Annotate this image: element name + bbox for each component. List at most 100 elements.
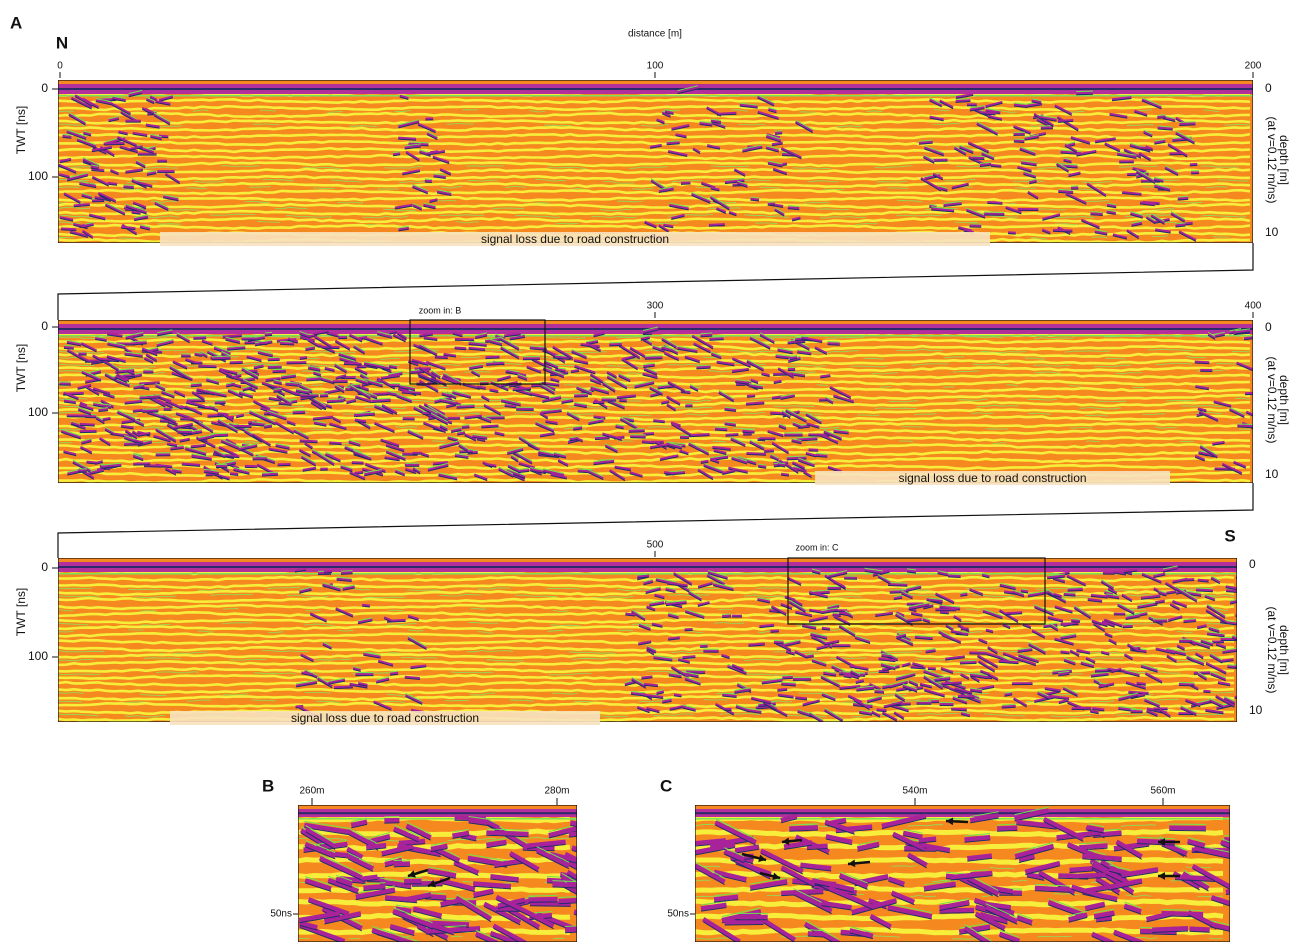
diffraction: [1090, 213, 1102, 214]
depth-tick: 10: [1265, 225, 1279, 239]
diffraction: [327, 400, 344, 401]
diffraction: [393, 153, 400, 154]
distance-tick: 200: [1245, 61, 1262, 72]
twt-tick: 100: [28, 649, 48, 663]
diffraction: [682, 656, 695, 657]
diffraction: [64, 347, 74, 348]
diffraction: [1014, 139, 1024, 140]
diffraction: [473, 884, 511, 887]
diffraction: [956, 100, 971, 101]
diffraction: [637, 576, 649, 577]
diffraction: [273, 372, 286, 373]
south-label: S: [1224, 526, 1235, 545]
signal-loss-label: signal loss due to road construction: [481, 232, 669, 246]
axis-title: distance [m]: [628, 29, 682, 40]
diffraction: [425, 181, 432, 182]
signal-loss-label: signal loss due to road construction: [291, 711, 479, 725]
diffraction: [570, 865, 615, 880]
diffraction: [198, 366, 216, 367]
diffraction: [931, 209, 943, 210]
diffraction: [486, 833, 528, 834]
diffraction: [570, 859, 615, 874]
diffraction: [1090, 212, 1102, 213]
diffraction: [960, 660, 977, 661]
diffraction: [714, 897, 738, 900]
diffraction: [709, 226, 725, 227]
diffraction: [1014, 142, 1024, 143]
diffraction: [1076, 91, 1093, 92]
diffraction: [80, 425, 95, 426]
diffraction: [334, 687, 353, 688]
diffraction: [462, 428, 469, 429]
diffraction: [645, 356, 663, 357]
diffraction: [1152, 928, 1188, 930]
radargram: [58, 80, 1253, 244]
diffraction: [425, 182, 432, 183]
diffraction: [1179, 124, 1195, 125]
diffraction: [948, 574, 961, 575]
distance-tick: 260m: [299, 786, 324, 797]
direct-wave: [695, 818, 1230, 820]
diffraction: [1157, 115, 1165, 116]
twt-title: TWT [ns]: [14, 106, 28, 154]
distance-tick: 500: [647, 540, 664, 551]
diffraction: [667, 142, 680, 143]
diffraction: [1178, 196, 1189, 197]
diffraction: [572, 847, 608, 861]
diffraction: [455, 339, 474, 340]
diffraction: [366, 845, 386, 847]
diffraction: [362, 605, 370, 606]
diffraction: [828, 343, 840, 344]
diffraction: [629, 430, 645, 431]
diffraction: [874, 691, 884, 692]
diffraction: [958, 696, 975, 697]
diffraction: [456, 406, 474, 407]
diffraction: [425, 179, 432, 180]
direct-wave: [298, 812, 577, 814]
diffraction: [715, 429, 727, 430]
radargram: [58, 558, 1255, 723]
diffraction: [686, 670, 705, 671]
diffraction: [790, 357, 797, 358]
diffraction: [960, 662, 977, 663]
diffraction: [941, 683, 961, 684]
twt-tick: 0: [41, 560, 48, 574]
diffraction: [967, 856, 992, 859]
diffraction: [362, 877, 377, 879]
diffraction: [344, 363, 361, 364]
diffraction: [619, 400, 626, 401]
direct-wave: [298, 818, 577, 820]
diffraction: [828, 342, 840, 343]
diffraction: [709, 224, 725, 225]
twt-tick: 50ns: [667, 909, 689, 920]
diffraction: [1058, 120, 1073, 121]
diffraction: [1226, 590, 1238, 591]
diffraction: [385, 897, 417, 900]
diffraction: [931, 600, 943, 601]
diffraction: [324, 571, 332, 572]
diffraction: [1082, 856, 1121, 859]
diffraction: [144, 467, 162, 468]
diffraction: [1053, 230, 1072, 231]
diffraction: [62, 136, 71, 137]
diffraction: [645, 357, 663, 358]
diffraction: [748, 644, 764, 645]
diffraction: [775, 131, 782, 132]
diffraction: [907, 571, 916, 572]
diffraction: [435, 358, 448, 359]
diffraction: [1079, 845, 1107, 847]
panel-label: A: [10, 13, 22, 32]
diffraction: [144, 465, 162, 466]
diffraction: [265, 335, 272, 336]
diffraction: [98, 409, 108, 410]
radargram: [58, 320, 1269, 486]
diffraction: [481, 426, 498, 427]
direct-wave: [58, 566, 1237, 568]
diffraction: [890, 591, 909, 592]
diffraction: [940, 913, 974, 914]
distance-tick: 0: [57, 61, 63, 72]
diffraction: [940, 612, 949, 613]
diffraction: [265, 332, 272, 333]
diffraction: [1252, 379, 1261, 383]
north-label: N: [56, 33, 68, 52]
